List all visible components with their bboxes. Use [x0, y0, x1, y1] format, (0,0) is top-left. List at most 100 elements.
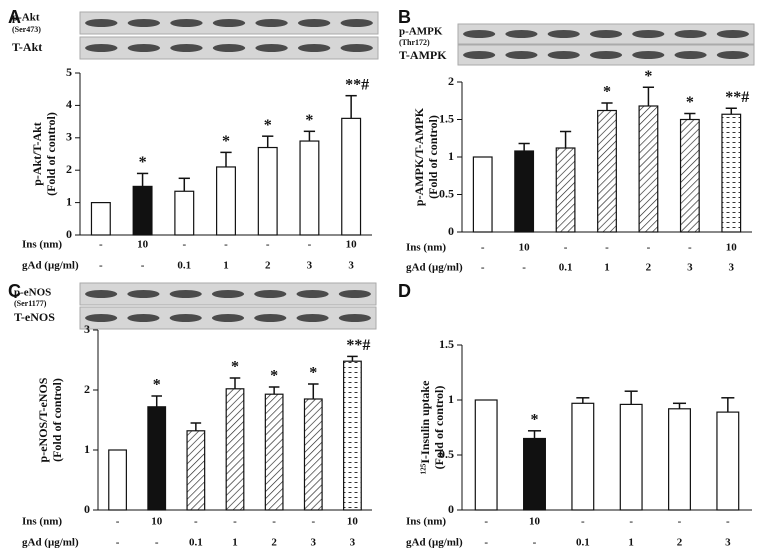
row-value: 1 [223, 260, 229, 272]
blot-band [85, 290, 118, 298]
y-axis-label: (Fold of control) [426, 115, 440, 199]
blot-band [463, 30, 496, 38]
blot-band [254, 290, 287, 298]
significance-mark: * [264, 117, 272, 134]
significance-mark: **# [345, 76, 369, 93]
blot-band [547, 51, 580, 59]
row-value: - [484, 516, 488, 528]
row-value: - [272, 516, 276, 528]
y-tick-label: 0.5 [439, 186, 454, 200]
bar [257, 146, 278, 236]
y-tick-label: 2 [84, 382, 90, 396]
panel-label: C [8, 281, 21, 301]
row-value: 3 [350, 537, 356, 549]
row-value: - [481, 242, 485, 254]
bar [472, 156, 493, 233]
y-tick-label: 0 [66, 227, 72, 241]
significance-mark: * [644, 68, 652, 85]
blot-band [463, 51, 496, 59]
blot-band [674, 30, 707, 38]
blot-band [170, 19, 203, 27]
bar [264, 393, 284, 511]
row-value: - [141, 260, 145, 272]
bar [571, 402, 595, 511]
bar [668, 408, 691, 511]
row-label: gAd (μg/ml) [22, 260, 79, 272]
blot-band [85, 314, 118, 322]
bar [716, 411, 740, 511]
y-axis-label: (Fold of control) [432, 386, 446, 470]
blot-label: (Ser473) [12, 25, 41, 34]
row-value: - [155, 537, 159, 549]
y-tick-label: 3 [66, 130, 72, 144]
blot-label: T-Akt [12, 40, 42, 54]
blot-band [255, 19, 288, 27]
row-value: 10 [347, 516, 359, 528]
significance-mark: * [686, 94, 694, 111]
row-value: - [522, 262, 526, 274]
row-value: 10 [726, 242, 738, 254]
y-axis-label: p-eNOS/T-eNOS [36, 377, 50, 462]
row-value: - [629, 516, 633, 528]
y-tick-label: 1 [66, 194, 72, 208]
blot-band [170, 44, 203, 52]
bar [299, 140, 320, 236]
row-value: - [564, 242, 568, 254]
row-value: 0.1 [576, 537, 590, 549]
row-value: 0.1 [189, 537, 203, 549]
blot-band [340, 44, 373, 52]
significance-mark: * [222, 133, 230, 150]
significance-mark: **# [725, 89, 749, 106]
blot-label: p-eNOS [14, 287, 51, 299]
panel-label: B [398, 7, 411, 27]
row-value: - [605, 242, 609, 254]
bar [186, 430, 206, 511]
bar [341, 117, 362, 236]
blot-band [212, 19, 246, 27]
bar [303, 398, 323, 511]
y-axis-label: ¹²⁵I-Insulin uptake [418, 380, 432, 475]
y-axis-label: p-AMPK/T-AMPK [412, 107, 426, 206]
bar [147, 406, 167, 511]
y-tick-label: 1.5 [439, 337, 454, 351]
blot-band [212, 44, 246, 52]
blot-band [169, 314, 202, 322]
row-value: - [99, 239, 103, 251]
y-axis-label: (Fold of control) [44, 112, 58, 196]
blot-label: p-Akt [12, 12, 40, 24]
bar [679, 118, 700, 233]
y-tick-label: 0 [84, 502, 90, 516]
panel-label: A [8, 7, 21, 27]
significance-mark: * [305, 112, 313, 129]
row-label: gAd (μg/ml) [406, 537, 463, 549]
blot-label: p-AMPK [399, 26, 443, 38]
bar [597, 109, 617, 233]
y-tick-label: 2 [448, 74, 454, 88]
bar [90, 202, 111, 236]
bar [132, 185, 153, 236]
significance-mark: * [270, 368, 278, 385]
row-label: Ins (nm) [22, 239, 62, 251]
blot-band [589, 51, 623, 59]
row-value: 10 [151, 516, 163, 528]
blot-band [338, 314, 371, 322]
row-value: 10 [519, 242, 531, 254]
significance-mark: * [531, 411, 539, 428]
blot-band [169, 290, 202, 298]
bar [514, 150, 535, 233]
row-label: Ins (nm) [406, 242, 446, 254]
blot-label: (Ser1177) [14, 299, 47, 308]
y-tick-label: 2 [66, 162, 72, 176]
y-tick-label: 0.5 [439, 447, 454, 461]
row-value: 0.1 [559, 262, 573, 274]
blot-band [505, 51, 538, 59]
row-value: - [481, 262, 485, 274]
row-value: - [647, 242, 651, 254]
blot-band [127, 44, 161, 52]
blot-band [211, 290, 245, 298]
row-value: - [678, 516, 682, 528]
significance-mark: * [603, 84, 611, 101]
y-tick-label: 5 [66, 65, 72, 79]
significance-mark: * [231, 359, 239, 376]
